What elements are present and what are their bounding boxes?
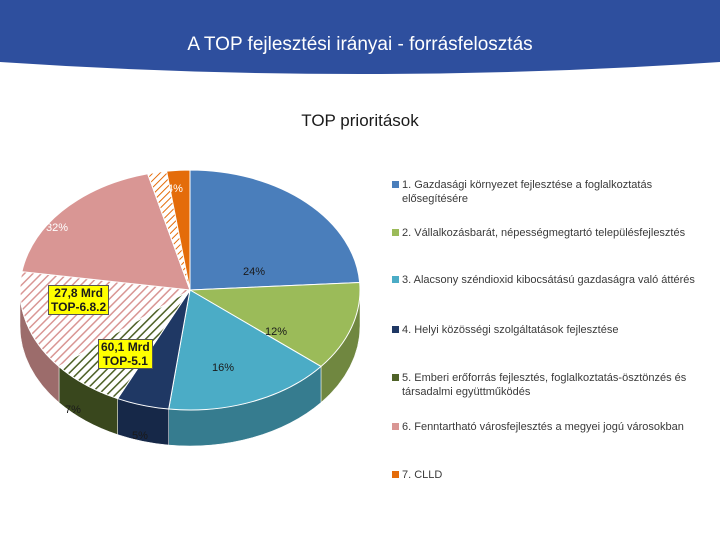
callout-top-6-8-2: 27,8 Mrd TOP-6.8.2 (48, 285, 110, 315)
pct-label-p4: 5% (132, 430, 148, 442)
callout-top-5-1: 60,1 Mrd TOP-5.1 (98, 339, 153, 369)
pct-label-p5: 7% (65, 404, 81, 416)
legend-swatch (392, 374, 399, 381)
page-title: A TOP fejlesztési irányai - forrásfelosz… (187, 34, 533, 55)
callout-code: TOP-5.1 (102, 354, 148, 368)
pie-slice-3 (168, 289, 322, 411)
legend-item-p5: 5. Emberi erőforrás fejlesztés, foglalko… (392, 371, 712, 399)
legend-label: 5. Emberi erőforrás fejlesztés, foglalko… (402, 372, 687, 398)
legend-swatch (392, 181, 399, 188)
legend-label: 3. Alacsony széndioxid kibocsátású gazda… (402, 274, 695, 286)
legend-swatch (392, 276, 399, 283)
pct-label-p1: 24% (243, 266, 266, 278)
legend-label: 6. Fenntartható városfejlesztés a megyei… (402, 421, 684, 433)
legend-item-p6: 6. Fenntartható városfejlesztés a megyei… (392, 420, 712, 434)
pct-label-clld: 4% (167, 183, 183, 195)
legend-swatch (392, 423, 399, 430)
legend-swatch (392, 326, 399, 333)
legend-item-p3: 3. Alacsony széndioxid kibocsátású gazda… (392, 273, 712, 287)
callout-amount: 60,1 Mrd (101, 340, 150, 354)
legend-item-p4: 4. Helyi közösségi szolgáltatások fejles… (392, 323, 712, 337)
legend-label: 7. CLLD (402, 469, 443, 481)
pct-label-p2: 12% (265, 326, 288, 338)
legend-label: 2. Vállalkozásbarát, népességmegtartó te… (402, 227, 686, 239)
callout-amount: 27,8 Mrd (54, 286, 103, 300)
header-background (0, 0, 720, 74)
legend-item-p2: 2. Vállalkozásbarát, népességmegtartó te… (392, 226, 712, 240)
pct-label-p3: 16% (212, 362, 235, 374)
chart-title: TOP prioritások (301, 111, 419, 130)
legend-label: 4. Helyi közösségi szolgáltatások fejles… (402, 324, 619, 336)
legend-swatch (392, 471, 399, 478)
callout-code: TOP-6.8.2 (51, 300, 107, 314)
pct-label-p6: 32% (46, 222, 69, 234)
pie-slice-1 (189, 169, 361, 291)
legend-swatch (392, 229, 399, 236)
pie-highlight-clld (147, 170, 191, 291)
legend-item-p1: 1. Gazdasági környezet fejlesztése a fog… (392, 178, 712, 206)
pie-slice-2 (188, 281, 361, 368)
legend-item-p7: 7. CLLD (392, 468, 712, 482)
header-banner: A TOP fejlesztési irányai - forrásfelosz… (0, 0, 720, 76)
legend-label: 1. Gazdasági környezet fejlesztése a fog… (402, 179, 653, 205)
